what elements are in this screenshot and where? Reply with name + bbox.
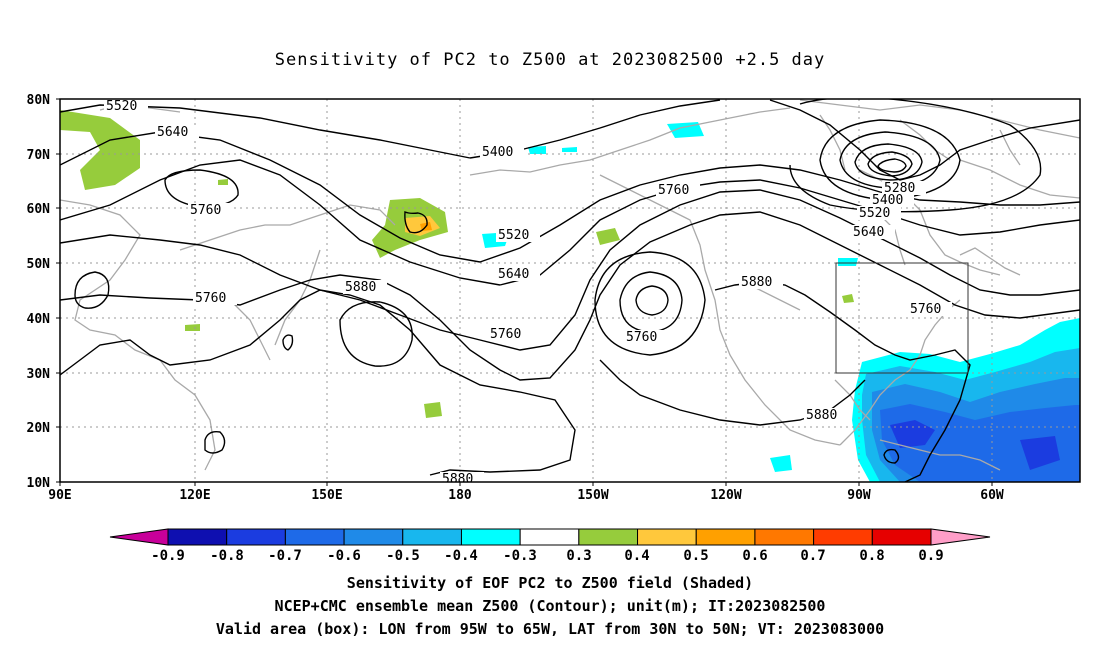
contour-label: 5760 — [658, 183, 689, 198]
contour-label: 5520 — [106, 99, 137, 114]
colorbar-label: -0.8 — [210, 548, 244, 564]
colorbar-cells — [167, 528, 932, 546]
lon-label: 90W — [847, 488, 871, 503]
colorbar-label: 0.8 — [859, 548, 884, 564]
lon-label: 150E — [311, 488, 342, 503]
contour-label: 5760 — [190, 203, 221, 218]
lon-label: 150W — [577, 488, 608, 503]
colorbar-cell — [460, 528, 521, 546]
contour-label: 5280 — [884, 181, 915, 196]
colorbar-right-triangle — [930, 528, 991, 546]
colorbar-cell — [578, 528, 639, 546]
contour-label: 5880 — [442, 472, 473, 487]
colorbar-cell — [637, 528, 697, 546]
colorbar-label: -0.4 — [444, 548, 478, 564]
coastlines — [60, 99, 1080, 471]
colorbar-label: -0.7 — [268, 548, 302, 564]
footer-line-shading: Sensitivity of EOF PC2 to Z500 field (Sh… — [346, 574, 754, 592]
colorbar-label: 0.3 — [566, 548, 591, 564]
contour-label: 5760 — [490, 327, 521, 342]
contour-label: 5640 — [157, 125, 188, 140]
colorbar-cell — [754, 528, 815, 546]
colorbar-label: 0.6 — [742, 548, 767, 564]
colorbar-cell — [284, 528, 345, 546]
lon-label: 60W — [980, 488, 1004, 503]
colorbar-cell — [343, 528, 404, 546]
contour-label: 5400 — [482, 145, 513, 160]
lon-label: 90E — [48, 488, 71, 503]
contour-label: 5880 — [806, 408, 837, 423]
plot-frame — [59, 98, 1081, 483]
footer-line-valid-area: Valid area (box): LON from 95W to 65W, L… — [215, 620, 885, 638]
lon-label: 120E — [179, 488, 210, 503]
colorbar-label: 0.9 — [918, 548, 943, 564]
lat-label: 40N — [27, 312, 51, 327]
colorbar-label: 0.7 — [800, 548, 825, 564]
contour-label: 5760 — [626, 330, 657, 345]
axis-ticks — [56, 98, 993, 486]
lat-label: 50N — [27, 257, 51, 272]
colorbar-label: 0.5 — [683, 548, 708, 564]
colorbar-label: -0.9 — [151, 548, 185, 564]
contour-label: 5640 — [853, 225, 884, 240]
lat-label: 80N — [27, 93, 51, 108]
colorbar-cell — [402, 528, 462, 546]
colorbar-label: -0.5 — [386, 548, 420, 564]
colorbar-left-triangle — [109, 528, 169, 546]
colorbar-cell — [695, 528, 756, 546]
lon-label: 180 — [448, 488, 472, 503]
colorbar-cell — [519, 528, 580, 546]
contour-label: 5520 — [859, 206, 890, 221]
lat-label: 30N — [27, 367, 51, 382]
colorbar: -0.9 -0.8 -0.7 -0.6 -0.5 -0.4 -0.3 0.3 0… — [109, 528, 991, 564]
colorbar-cell — [167, 528, 228, 546]
contour-label: 5880 — [345, 280, 376, 295]
lat-label: 70N — [27, 148, 51, 163]
lon-labels: 90E 120E 150E 180 150W 120W 90W 60W — [48, 488, 1004, 503]
contour-labels: 5520 5640 5760 5760 5880 5400 5520 5640 … — [104, 99, 952, 487]
lat-label: 60N — [27, 202, 51, 217]
colorbar-cell — [871, 528, 932, 546]
contour-label: 5400 — [872, 193, 903, 208]
lat-labels: 80N 70N 60N 50N 40N 30N 20N 10N — [27, 93, 51, 491]
colorbar-label: 0.4 — [624, 548, 649, 564]
contour-label: 5760 — [910, 302, 941, 317]
map-title: Sensitivity of PC2 to Z500 at 2023082500… — [274, 50, 826, 70]
colorbar-label: -0.3 — [503, 548, 537, 564]
footer-line-contour: NCEP+CMC ensemble mean Z500 (Contour); u… — [274, 597, 826, 615]
colorbar-cell — [226, 528, 286, 546]
colorbar-labels: -0.9 -0.8 -0.7 -0.6 -0.5 -0.4 -0.3 0.3 0… — [151, 548, 944, 564]
colorbar-label: -0.6 — [327, 548, 361, 564]
lat-label: 10N — [27, 476, 51, 491]
lat-label: 20N — [27, 421, 51, 436]
contour-label: 5640 — [498, 267, 529, 282]
valid-area-box — [835, 262, 969, 374]
contour-label: 5760 — [195, 291, 226, 306]
contour-label: 5520 — [498, 228, 529, 243]
lon-label: 120W — [710, 488, 741, 503]
colorbar-cell — [813, 528, 873, 546]
contour-label: 5880 — [741, 275, 772, 290]
